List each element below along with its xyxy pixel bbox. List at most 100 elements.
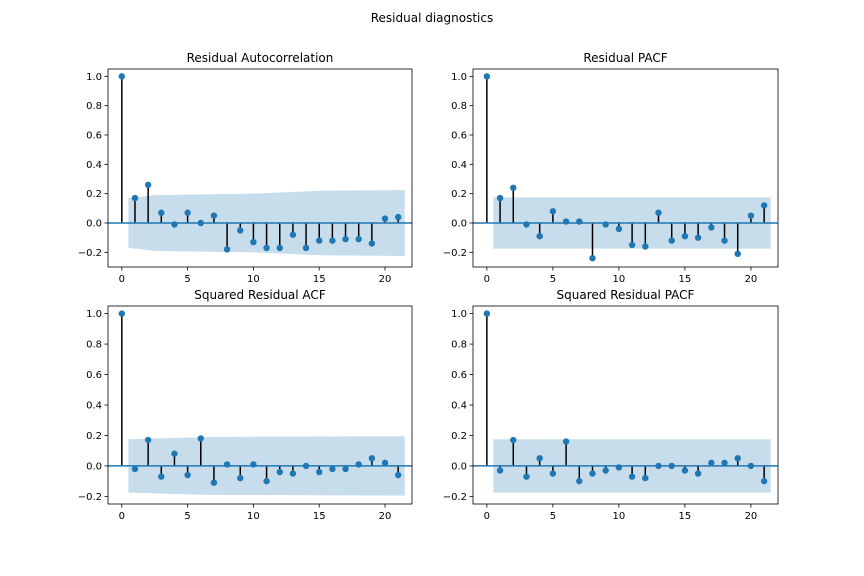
point-lag-14 [668, 462, 675, 470]
point-lag-1 [131, 465, 139, 473]
point-lag-4 [171, 450, 178, 457]
x-tick-label: 15 [313, 511, 326, 522]
point-lag-12 [276, 244, 283, 252]
point-lag-2 [144, 181, 152, 189]
point-lag-20 [381, 459, 389, 467]
x-tick-label: 15 [679, 511, 692, 522]
x-tick-label: 20 [745, 511, 758, 522]
y-tick-label: 0.2 [86, 431, 102, 442]
x-tick-label: 10 [247, 274, 260, 285]
point-lag-10 [250, 238, 257, 246]
point-lag-13 [655, 462, 662, 470]
axes-frame [472, 68, 779, 268]
point-lag-18 [721, 237, 728, 244]
panel-3: 0 5 10 15 20 −0.2 0.0 0.2 0.4 0.6 0.8 1.0 Squared Re… [78, 288, 413, 522]
point-lag-8 [589, 470, 596, 477]
point-lag-16 [694, 470, 702, 477]
panel-title: Residual PACF [583, 51, 667, 65]
point-lag-16 [694, 234, 702, 241]
point-lag-11 [263, 477, 270, 485]
point-lag-16 [329, 465, 336, 473]
y-tick-label: −0.2 [443, 492, 467, 503]
x-tick-label: 5 [184, 511, 190, 522]
point-lag-17 [708, 224, 715, 231]
point-lag-18 [355, 461, 362, 468]
point-lag-7 [576, 477, 583, 485]
point-lag-6 [197, 219, 204, 227]
point-lag-11 [628, 473, 636, 480]
x-tick-label: 5 [550, 511, 556, 522]
y-tick-label: −0.2 [443, 248, 467, 259]
point-lag-12 [642, 243, 649, 250]
point-lag-8 [589, 255, 596, 262]
point-lag-8 [223, 246, 231, 253]
x-tick-label: 20 [379, 511, 392, 522]
x-tick-label: 5 [550, 274, 556, 285]
y-tick-label: 0.8 [451, 101, 467, 112]
x-tick-label: 0 [484, 511, 490, 522]
point-lag-9 [237, 227, 244, 234]
y-tick-label: 0.2 [86, 189, 102, 200]
point-lag-11 [263, 244, 270, 252]
panel-title: Squared Residual PACF [557, 288, 695, 302]
y-tick-label: 0.6 [451, 370, 467, 381]
point-lag-4 [536, 455, 543, 462]
point-lag-9 [237, 474, 244, 482]
point-lag-18 [721, 459, 728, 467]
point-lag-1 [131, 194, 139, 202]
figure-suptitle: Residual diagnostics [371, 11, 494, 25]
y-tick-label: 1.0 [86, 72, 102, 83]
x-tick-label: 20 [745, 274, 758, 285]
point-lag-10 [615, 225, 623, 233]
point-lag-14 [668, 237, 675, 244]
point-lag-15 [316, 237, 323, 244]
point-lag-15 [681, 233, 689, 240]
y-tick-label: 0.0 [451, 461, 467, 472]
y-tick-label: 1.0 [86, 309, 102, 320]
panel-title: Squared Residual ACF [194, 288, 326, 302]
panel-1: 0 5 10 15 20 −0.2 0.0 0.2 0.4 0.6 0.8 1.0 Residual A… [78, 51, 413, 285]
point-lag-9 [602, 467, 609, 474]
y-tick-label: 0.8 [451, 340, 467, 351]
point-lag-17 [342, 465, 349, 473]
point-lag-19 [734, 250, 741, 257]
point-lag-4 [171, 221, 178, 228]
x-tick-label: 10 [613, 511, 626, 522]
point-lag-21 [760, 202, 768, 209]
x-tick-label: 10 [613, 274, 626, 285]
point-lag-6 [562, 438, 570, 445]
point-lag-6 [562, 218, 570, 225]
point-lag-0 [118, 310, 126, 317]
y-tick-label: 0.4 [86, 160, 102, 171]
point-lag-2 [144, 436, 152, 444]
point-lag-6 [197, 435, 204, 442]
point-lag-3 [158, 473, 165, 480]
point-lag-5 [549, 470, 557, 477]
point-lag-16 [329, 237, 336, 244]
point-lag-2 [510, 436, 517, 444]
point-lag-11 [628, 241, 636, 249]
point-lag-21 [760, 477, 768, 485]
point-lag-19 [368, 240, 376, 247]
y-tick-label: −0.2 [78, 492, 102, 503]
y-tick-label: 0.8 [86, 101, 102, 112]
point-lag-18 [355, 235, 362, 243]
y-tick-label: 0.4 [451, 401, 467, 412]
y-tick-label: 0.2 [451, 431, 467, 442]
x-tick-label: 15 [313, 274, 326, 285]
point-lag-4 [536, 233, 543, 240]
y-tick-label: 0.6 [86, 131, 102, 142]
x-tick-label: 0 [119, 511, 125, 522]
point-lag-7 [210, 479, 218, 486]
point-lag-14 [302, 244, 310, 252]
point-lag-20 [747, 212, 755, 219]
point-lag-5 [184, 209, 191, 216]
point-lag-10 [250, 461, 257, 468]
y-tick-label: 0.6 [451, 131, 467, 142]
point-lag-3 [523, 473, 530, 480]
point-lag-19 [734, 455, 741, 462]
y-tick-label: 0.4 [86, 401, 102, 412]
panel-2: 0 5 10 15 20 −0.2 0.0 0.2 0.4 0.6 0.8 1.0 Residual P… [443, 51, 779, 285]
axes-frame [107, 68, 413, 268]
